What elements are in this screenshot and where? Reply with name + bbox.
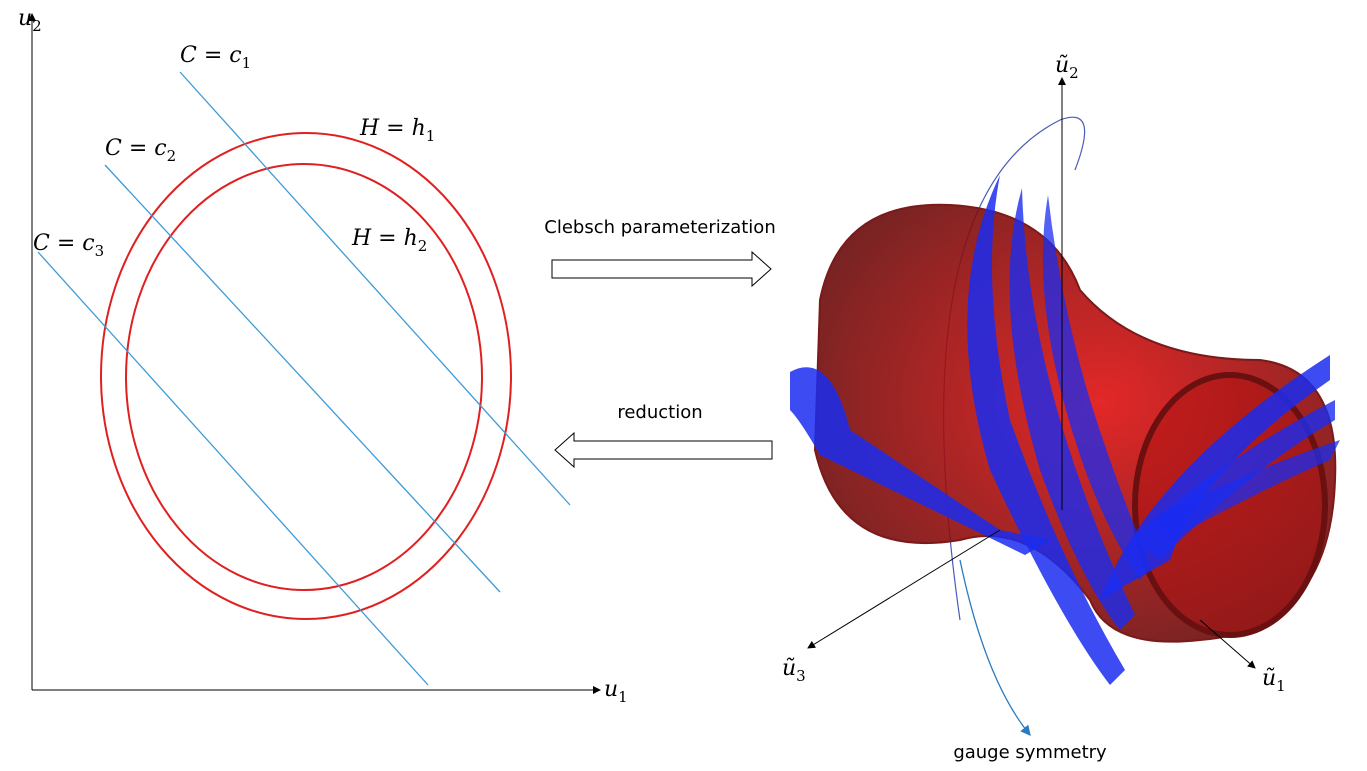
axis-label: ũ3 <box>782 656 806 685</box>
casimir-line <box>179 71 571 506</box>
casimir-sheet <box>967 175 1125 685</box>
casimir-sheet <box>1009 188 1135 630</box>
axis-label: u2 <box>18 6 42 35</box>
level-label: C = c1 <box>180 43 251 72</box>
level-label: C = c2 <box>105 136 176 165</box>
level-label: H = h1 <box>359 116 435 145</box>
label-main: ũ <box>1262 666 1276 691</box>
axis <box>1199 619 1256 669</box>
casimir-line <box>104 164 501 593</box>
label-main: H = h <box>359 116 426 141</box>
level-label: C = c3 <box>33 231 104 260</box>
axis-label: u1 <box>604 677 628 706</box>
label-subscript: 1 <box>618 688 628 706</box>
label-subscript: 2 <box>418 237 428 255</box>
label-main: ũ <box>1055 53 1069 78</box>
left-plot: u2 u1 C = c1 C = c2 C = c3 H = h1 H = h2 <box>18 6 628 706</box>
label-main: u <box>18 6 32 31</box>
label-main: C = c <box>105 136 167 161</box>
level-label: H = h2 <box>351 226 427 255</box>
label-subscript: 2 <box>32 17 42 35</box>
axis-label: ũ1 <box>1262 666 1286 695</box>
label-main: H = h <box>351 226 418 251</box>
right-plot: ũ2 ũ3 ũ1 gauge symmetry <box>782 53 1340 763</box>
forward-arrow <box>551 250 772 288</box>
gauge-label: gauge symmetry <box>953 742 1107 763</box>
backward-arrow <box>554 431 773 469</box>
label-subscript: 2 <box>1069 64 1079 82</box>
axis <box>807 529 1001 649</box>
arrow-label: Clebsch parameterization <box>544 217 775 238</box>
energy-curve <box>125 163 483 591</box>
label-subscript: 1 <box>1276 677 1286 695</box>
axis-label: ũ2 <box>1055 53 1079 82</box>
arrows: Clebsch parameterization reduction <box>544 217 776 469</box>
label-main: u <box>604 677 618 702</box>
label-subscript: 3 <box>95 242 105 260</box>
arrow-label: reduction <box>617 402 702 423</box>
label-main: C = c <box>180 43 242 68</box>
label-main: C = c <box>33 231 95 256</box>
label-subscript: 1 <box>426 127 436 145</box>
label-subscript: 2 <box>167 147 177 165</box>
label-subscript: 3 <box>796 667 806 685</box>
label-subscript: 1 <box>242 54 252 72</box>
gauge-arrow <box>959 559 1031 737</box>
label-main: ũ <box>782 656 796 681</box>
energy-curve <box>100 132 512 620</box>
casimir-line <box>37 251 429 686</box>
casimir-sheet <box>1150 440 1340 540</box>
